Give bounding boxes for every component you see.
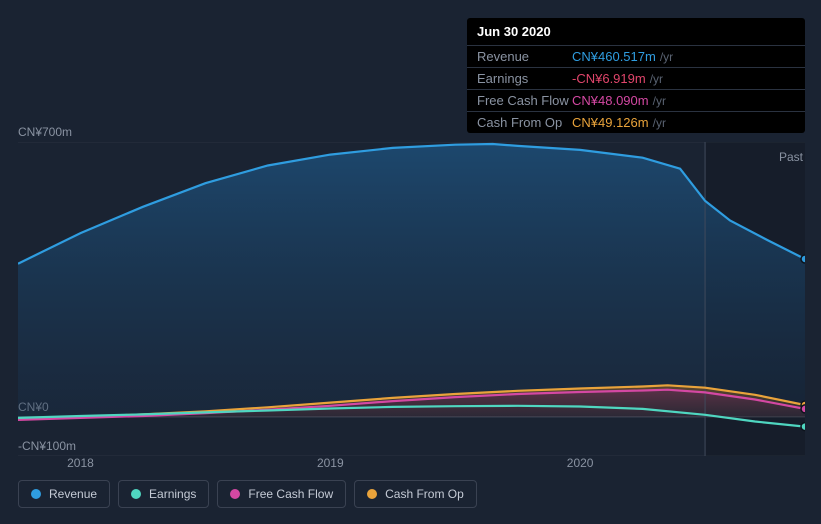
tooltip-metric-label: Earnings	[477, 71, 572, 86]
endpoint-Free Cash Flow	[801, 405, 805, 413]
tooltip-unit: /yr	[650, 72, 663, 86]
legend-dot	[131, 489, 141, 499]
endpoint-Earnings	[801, 423, 805, 431]
legend-item-free-cash-flow[interactable]: Free Cash Flow	[217, 480, 346, 508]
tooltip-row: RevenueCN¥460.517m/yr	[467, 46, 805, 68]
tooltip-row: Earnings-CN¥6.919m/yr	[467, 68, 805, 90]
tooltip-metric-label: Cash From Op	[477, 115, 572, 130]
legend-label: Free Cash Flow	[248, 487, 333, 501]
xtick-label: 2020	[567, 456, 594, 470]
tooltip-metric-value: CN¥49.126m	[572, 115, 649, 130]
legend-item-revenue[interactable]: Revenue	[18, 480, 110, 508]
xtick-label: 2019	[317, 456, 344, 470]
chart-tooltip: Jun 30 2020 RevenueCN¥460.517m/yrEarning…	[467, 18, 805, 133]
tooltip-metric-value: -CN¥6.919m	[572, 71, 646, 86]
legend-label: Earnings	[149, 487, 196, 501]
area-Revenue	[18, 144, 805, 417]
legend-label: Cash From Op	[385, 487, 464, 501]
ytick-label: CN¥700m	[18, 125, 72, 139]
tooltip-date: Jun 30 2020	[467, 18, 805, 46]
chart-xaxis: 2018 2019 2020	[18, 456, 805, 476]
tooltip-metric-value: CN¥48.090m	[572, 93, 649, 108]
chart-legend: Revenue Earnings Free Cash Flow Cash From O…	[18, 480, 477, 508]
chart-plot[interactable]	[18, 142, 805, 456]
tooltip-metric-label: Revenue	[477, 49, 572, 64]
legend-item-cash-from-op[interactable]: Cash From Op	[354, 480, 477, 508]
legend-dot	[230, 489, 240, 499]
xtick-label: 2018	[67, 456, 94, 470]
legend-label: Revenue	[49, 487, 97, 501]
endpoint-Revenue	[801, 255, 805, 263]
legend-item-earnings[interactable]: Earnings	[118, 480, 209, 508]
legend-dot	[367, 489, 377, 499]
tooltip-unit: /yr	[653, 94, 666, 108]
past-label: Past	[779, 150, 803, 164]
tooltip-metric-label: Free Cash Flow	[477, 93, 572, 108]
tooltip-row: Free Cash FlowCN¥48.090m/yr	[467, 90, 805, 112]
legend-dot	[31, 489, 41, 499]
tooltip-unit: /yr	[653, 116, 666, 130]
tooltip-metric-value: CN¥460.517m	[572, 49, 656, 64]
tooltip-unit: /yr	[660, 50, 673, 64]
tooltip-row: Cash From OpCN¥49.126m/yr	[467, 112, 805, 133]
